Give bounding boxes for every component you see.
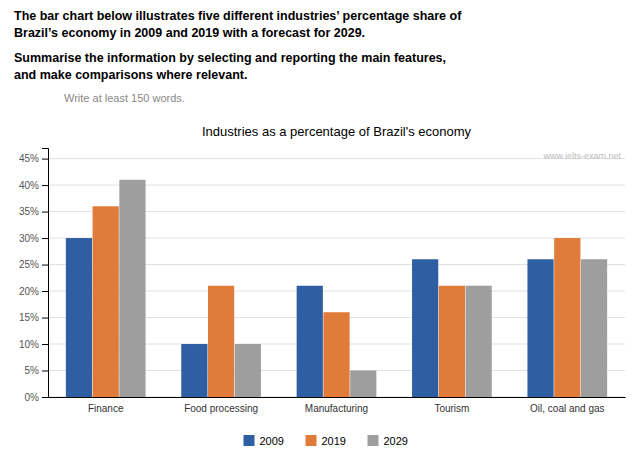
grid <box>48 159 625 397</box>
tick-label: 25% <box>19 259 39 270</box>
legend-label: 2019 <box>322 435 346 447</box>
tick: Manufacturing <box>305 403 368 414</box>
bar <box>412 259 438 397</box>
tick-mark <box>42 238 48 239</box>
tick-mark <box>42 212 48 213</box>
legend-swatch <box>244 435 255 446</box>
header-text: The bar chart below illustrates five dif… <box>14 8 626 42</box>
bar <box>323 312 349 397</box>
tick: Finance <box>88 403 124 414</box>
bar <box>350 371 376 397</box>
tick: 35% <box>19 206 48 217</box>
bar <box>466 286 492 397</box>
legend-swatch <box>306 435 317 446</box>
legend-label: 2029 <box>384 435 408 447</box>
tick-label: Finance <box>88 403 124 414</box>
small-text: Write at least 150 words. <box>64 92 626 104</box>
tick-mark <box>42 371 48 372</box>
title: Industries as a percentage of Brazil's e… <box>202 124 472 139</box>
tick-label: 40% <box>19 180 39 191</box>
tick-mark <box>42 291 48 292</box>
bar <box>235 344 261 397</box>
watermark: www.ielts-exam.net <box>542 151 621 161</box>
tick-mark <box>42 185 48 186</box>
tick: 20% <box>19 286 48 297</box>
x-axis: Finance Food processing Manufacturing Touri… <box>49 398 626 415</box>
bar-series <box>93 206 581 397</box>
tick-label: 15% <box>19 312 39 323</box>
tick-label: 45% <box>19 153 39 164</box>
tick-label: 30% <box>19 233 39 244</box>
tick: 15% <box>19 312 48 323</box>
tick-label: Oil, coal and gas <box>530 403 605 414</box>
tick-label: 35% <box>19 206 39 217</box>
axis-line <box>42 149 49 398</box>
tick: Food processing <box>184 403 258 414</box>
tick-label: 20% <box>19 286 39 297</box>
bar <box>66 238 92 397</box>
tick: Oil, coal and gas <box>530 403 605 414</box>
legend-item: 2019 <box>306 435 346 447</box>
tick-label: Tourism <box>434 403 469 414</box>
tick-mark <box>42 397 48 398</box>
tick: 25% <box>19 259 48 270</box>
tick: 0% <box>25 392 48 403</box>
bars <box>66 180 607 397</box>
bar <box>181 344 207 397</box>
tick: Tourism <box>434 403 469 414</box>
tick-mark <box>42 159 48 160</box>
bar <box>297 286 323 397</box>
plot: 0% 5% 10% 15% 20% 25% 30% 35% 40% 45% Finance Food … <box>19 149 626 415</box>
subheader-text: Summarise the information by selecting a… <box>14 50 626 84</box>
bar <box>93 206 119 397</box>
tick: 40% <box>19 180 48 191</box>
tick: 5% <box>25 365 48 376</box>
bar <box>208 286 234 397</box>
tick: 45% <box>19 153 48 164</box>
bar <box>527 259 553 397</box>
tick-label: 10% <box>19 339 39 350</box>
bar <box>581 259 607 397</box>
tick-label: Manufacturing <box>305 403 368 414</box>
y-axis: 0% 5% 10% 15% 20% 25% 30% 35% 40% 45% <box>19 149 49 403</box>
axis-line <box>49 397 626 398</box>
grid-line <box>48 158 625 159</box>
legend-swatch <box>368 435 379 446</box>
tick-label: 0% <box>25 392 40 403</box>
legend-item: 2009 <box>244 435 284 447</box>
tick: 30% <box>19 233 48 244</box>
header: The bar chart below illustrates five dif… <box>0 0 640 118</box>
chart: 0% 5% 10% 15% 20% 25% 30% 35% 40% 45% Finance Food … <box>0 118 640 455</box>
tick-mark <box>42 265 48 266</box>
tick-mark <box>42 318 48 319</box>
legend-label: 2009 <box>260 435 284 447</box>
bar <box>439 286 465 397</box>
tick-mark <box>42 344 48 345</box>
bar <box>119 180 145 397</box>
tick-label: 5% <box>25 365 40 376</box>
bar-series <box>119 180 607 397</box>
tick: 10% <box>19 339 48 350</box>
bar <box>554 238 580 397</box>
legend-item: 2029 <box>368 435 408 447</box>
legend: 2009 2019 2029 <box>244 435 408 447</box>
tick-label: Food processing <box>184 403 258 414</box>
